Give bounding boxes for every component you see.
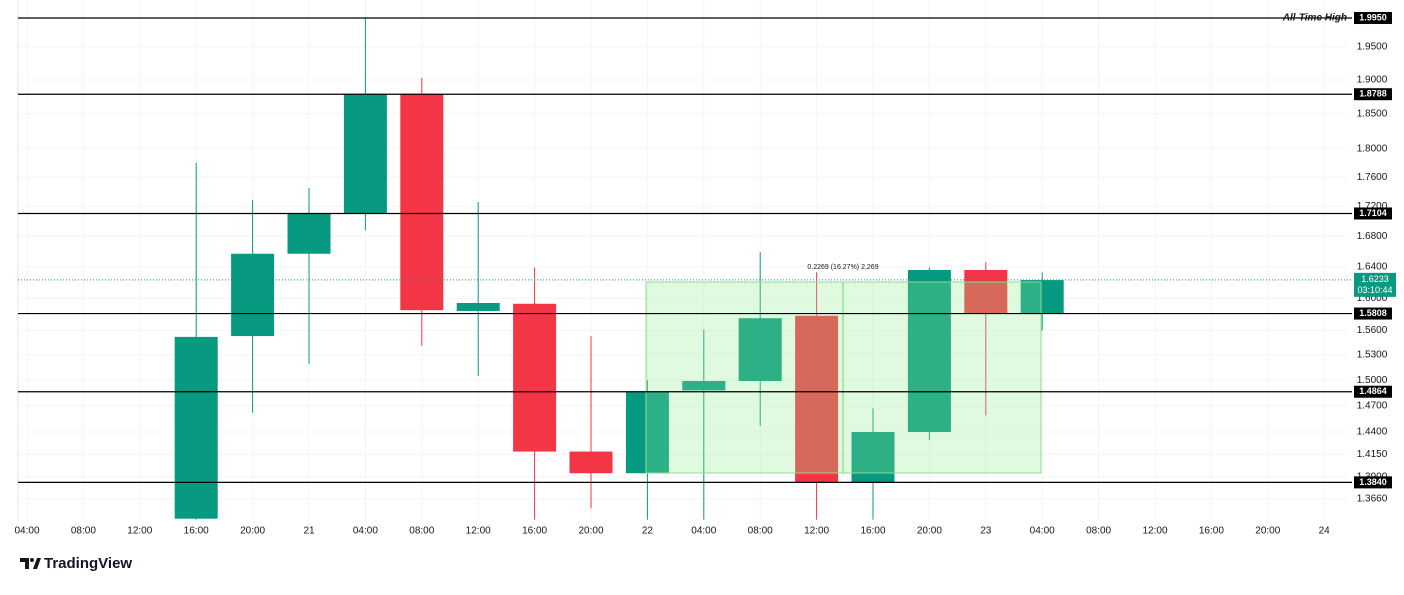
x-tick-label: 08:00	[71, 526, 96, 537]
y-tick-label: 1.4700	[1357, 400, 1388, 411]
y-tick-label: 1.3660	[1357, 494, 1388, 505]
x-tick-label: 20:00	[917, 526, 942, 537]
y-tick-label: 1.5600	[1357, 325, 1388, 336]
x-tick-label: 04:00	[691, 526, 716, 537]
x-tick-label: 04:00	[14, 526, 39, 537]
x-tick-label: 12:00	[1142, 526, 1167, 537]
y-tick-label: 1.4150	[1357, 449, 1388, 460]
candle-body	[1020, 280, 1064, 314]
candle-body	[343, 94, 387, 214]
y-tick-label: 1.9500	[1357, 42, 1388, 53]
measure-label: 0.2269 (16.27%) 2,269	[807, 264, 878, 271]
candle-body	[907, 269, 951, 433]
x-tick-label: 16:00	[860, 526, 885, 537]
level-label-box	[1354, 207, 1392, 220]
x-tick-label: 21	[303, 526, 315, 537]
brand: TradingView	[44, 555, 132, 572]
current-price-label: 1.6233	[1361, 274, 1389, 284]
y-tick-label: 1.6800	[1357, 231, 1388, 242]
candle-body	[682, 381, 726, 391]
x-tick-label: 24	[1319, 526, 1331, 537]
x-tick-label: 20:00	[1255, 526, 1280, 537]
x-tick-label: 20:00	[240, 526, 265, 537]
level-label-box	[1354, 385, 1392, 398]
candle-body	[851, 432, 895, 483]
level-label: 1.9950	[1359, 12, 1387, 22]
x-tick-label: 08:00	[1086, 526, 1111, 537]
level-label: 1.7104	[1359, 208, 1387, 218]
current-price-box	[1354, 272, 1396, 297]
y-tick-label: 1.6000	[1357, 293, 1388, 304]
y-tick-label: 1.8000	[1357, 143, 1388, 154]
y-tick-label: 1.8500	[1357, 108, 1388, 119]
x-tick-label: 16:00	[522, 526, 547, 537]
logo-dot	[30, 558, 34, 562]
y-tick-label: 1.7200	[1357, 201, 1388, 212]
candle-body	[738, 318, 782, 382]
candle-body	[231, 253, 275, 337]
x-tick-label: 08:00	[409, 526, 434, 537]
y-tick-label: 1.4400	[1357, 427, 1388, 438]
y-tick-label: 1.7600	[1357, 172, 1388, 183]
logo-mark	[33, 558, 41, 569]
x-tick-label: 12:00	[127, 526, 152, 537]
x-tick-label: 12:00	[466, 526, 491, 537]
countdown: 03:10:44	[1357, 285, 1392, 295]
candle-body	[400, 94, 444, 311]
brand-logo	[20, 558, 41, 569]
level-label: 1.4864	[1359, 386, 1387, 396]
candle-body	[456, 302, 500, 311]
x-tick-label: 22	[642, 526, 654, 537]
logo-mark	[20, 558, 29, 569]
level-label-box	[1354, 307, 1392, 320]
x-tick-label: 16:00	[184, 526, 209, 537]
x-tick-label: 16:00	[1199, 526, 1224, 537]
x-tick-label: 23	[980, 526, 992, 537]
candle-body	[569, 451, 613, 474]
level-label: 1.8788	[1359, 89, 1387, 99]
candle-body	[625, 392, 669, 474]
x-tick-label: 12:00	[804, 526, 829, 537]
level-label: 1.5808	[1359, 308, 1387, 318]
y-tick-label: 1.9000	[1357, 75, 1388, 86]
candle-body	[513, 303, 557, 452]
level-label-box	[1354, 476, 1392, 489]
candle-body	[174, 336, 218, 519]
y-tick-label: 1.6400	[1357, 261, 1388, 272]
level-label-box	[1354, 12, 1392, 25]
candle-body	[795, 315, 839, 483]
level-label-box	[1354, 88, 1392, 101]
x-tick-label: 04:00	[353, 526, 378, 537]
y-tick-label: 1.5300	[1357, 350, 1388, 361]
x-tick-label: 08:00	[748, 526, 773, 537]
x-tick-label: 04:00	[1030, 526, 1055, 537]
level-label: 1.3840	[1359, 477, 1387, 487]
y-tick-label: 1.5000	[1357, 375, 1388, 386]
x-tick-label: 20:00	[578, 526, 603, 537]
candle-body	[287, 213, 331, 254]
ath-label: All-Time High	[1282, 13, 1347, 24]
candle-body	[964, 269, 1008, 314]
